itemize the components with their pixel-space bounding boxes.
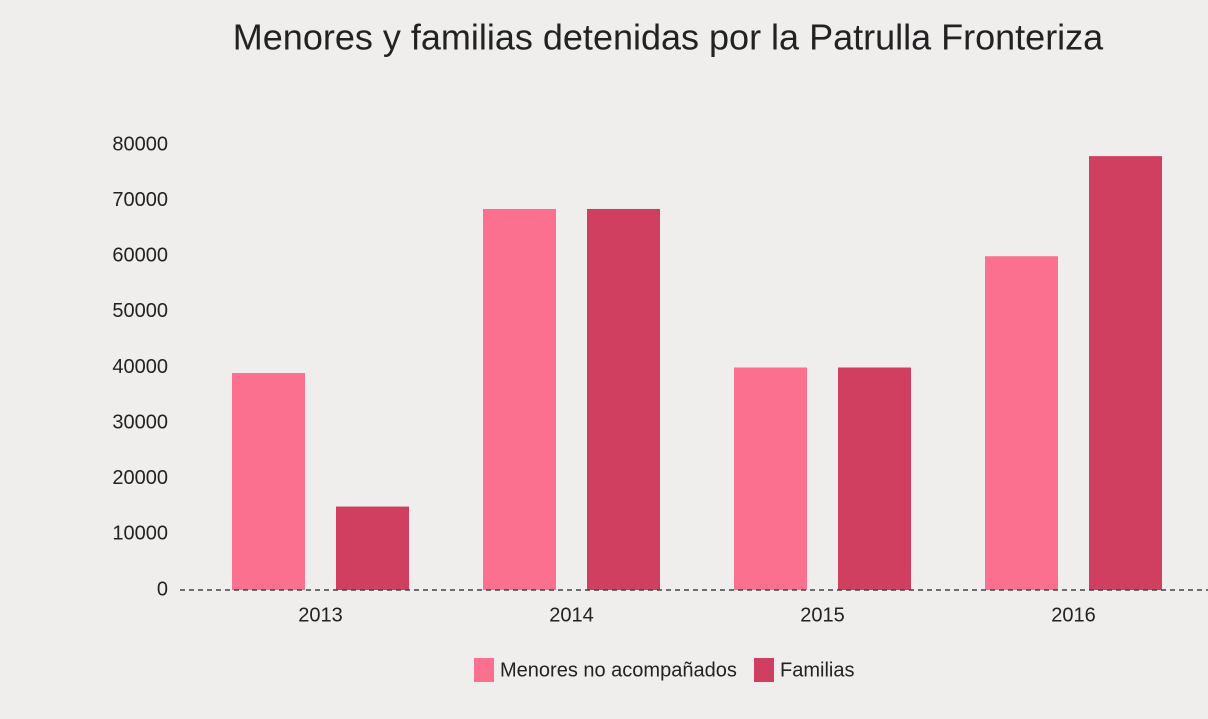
legend-label: Menores no acompañados	[500, 659, 737, 681]
bar	[985, 256, 1058, 590]
y-tick-label: 40000	[112, 356, 168, 378]
bar	[587, 208, 660, 590]
bar	[838, 367, 911, 590]
x-tick-label: 2016	[1051, 604, 1096, 626]
y-tick-label: 20000	[112, 467, 168, 489]
y-tick-label: 50000	[112, 300, 168, 322]
legend-swatch	[754, 658, 774, 682]
x-tick-label: 2013	[298, 604, 343, 626]
y-tick-label: 60000	[112, 245, 168, 267]
legend-label: Familias	[780, 659, 854, 681]
y-tick-label: 70000	[112, 189, 168, 211]
y-tick-label: 80000	[112, 133, 168, 155]
legend-swatch	[474, 658, 494, 682]
chart-title: Menores y familias detenidas por la Patr…	[233, 17, 1104, 58]
x-tick-label: 2014	[549, 604, 594, 626]
bar	[734, 367, 807, 590]
bar	[336, 506, 409, 590]
bar	[232, 373, 305, 590]
y-tick-label: 10000	[112, 523, 168, 545]
y-tick-label: 30000	[112, 411, 168, 433]
x-tick-label: 2015	[800, 604, 845, 626]
y-tick-label: 0	[157, 578, 168, 600]
bar	[1089, 156, 1162, 590]
bar	[483, 208, 556, 590]
